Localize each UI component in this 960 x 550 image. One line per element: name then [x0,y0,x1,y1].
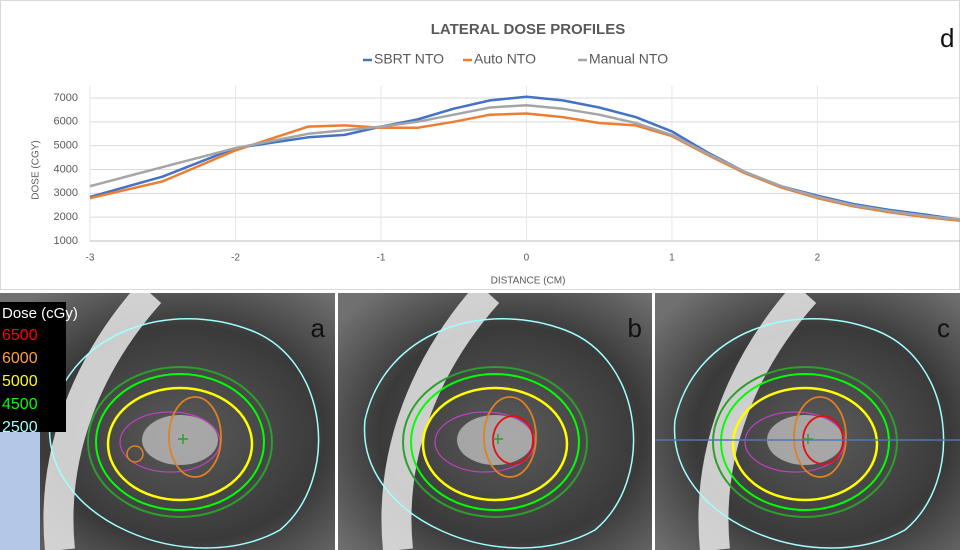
isocenter [178,434,188,444]
isocenter [493,434,503,444]
legend-label: Manual NTO [589,51,668,67]
chest-wall [381,293,500,550]
lesion [457,415,533,465]
contour [126,445,144,463]
x-tick-label: 0 [524,253,530,264]
legend-label: SBRT NTO [374,51,444,67]
x-axis-label: DISTANCE (CM) [491,276,566,287]
y-tick-label: 4000 [54,163,78,175]
dose-legend-level: 5000 [2,373,38,390]
y-tick-label: 1000 [54,235,78,247]
contour [492,415,534,465]
chest-wall [698,293,817,550]
x-tick-label: -1 [377,253,386,264]
ct-image [338,293,652,550]
ct-image [655,293,960,550]
contour [363,318,635,549]
panel-label: d [940,23,954,53]
x-tick-label: 1 [669,253,675,264]
y-tick-label: 7000 [54,92,78,104]
legend-label: Auto NTO [474,51,536,67]
contour [87,366,273,518]
y-tick-label: 3000 [54,187,78,199]
lesion [142,415,218,465]
dose-legend-title: Dose (cGy) [2,305,78,322]
contour [712,366,898,518]
chart-frame [0,0,960,290]
contour [793,396,847,478]
contour [106,386,254,502]
contour [731,386,879,502]
contour [483,396,537,478]
contour [421,386,569,502]
series-line [89,103,960,221]
contour [168,396,222,478]
contour [410,373,580,511]
x-tick-label: 2 [815,253,821,264]
chest-wall [43,293,162,550]
y-tick-label: 5000 [54,140,78,152]
panel-label: c [937,313,950,343]
side-band [0,420,40,550]
isocenter [803,434,813,444]
y-tick-label: 6000 [54,116,78,128]
contour [95,373,265,511]
x-tick-label: -2 [231,253,240,264]
contour [720,373,890,511]
contour [673,318,945,549]
dose-legend-level: 4500 [2,396,38,413]
x-tick-label: -3 [86,253,95,264]
dose-legend-level: 6000 [2,350,38,367]
chart-title: LATERAL DOSE PROFILES [431,21,625,38]
panel-label: b [628,313,642,343]
y-tick-label: 2000 [54,211,78,223]
contour [402,366,588,518]
contour [48,318,320,549]
dose-legend-box [0,302,66,432]
y-axis-label: DOSE (CGY) [31,140,42,199]
dose-legend-level: 6500 [2,327,38,344]
dose-legend-level: 2500 [2,419,38,436]
panel-label: a [311,313,326,343]
